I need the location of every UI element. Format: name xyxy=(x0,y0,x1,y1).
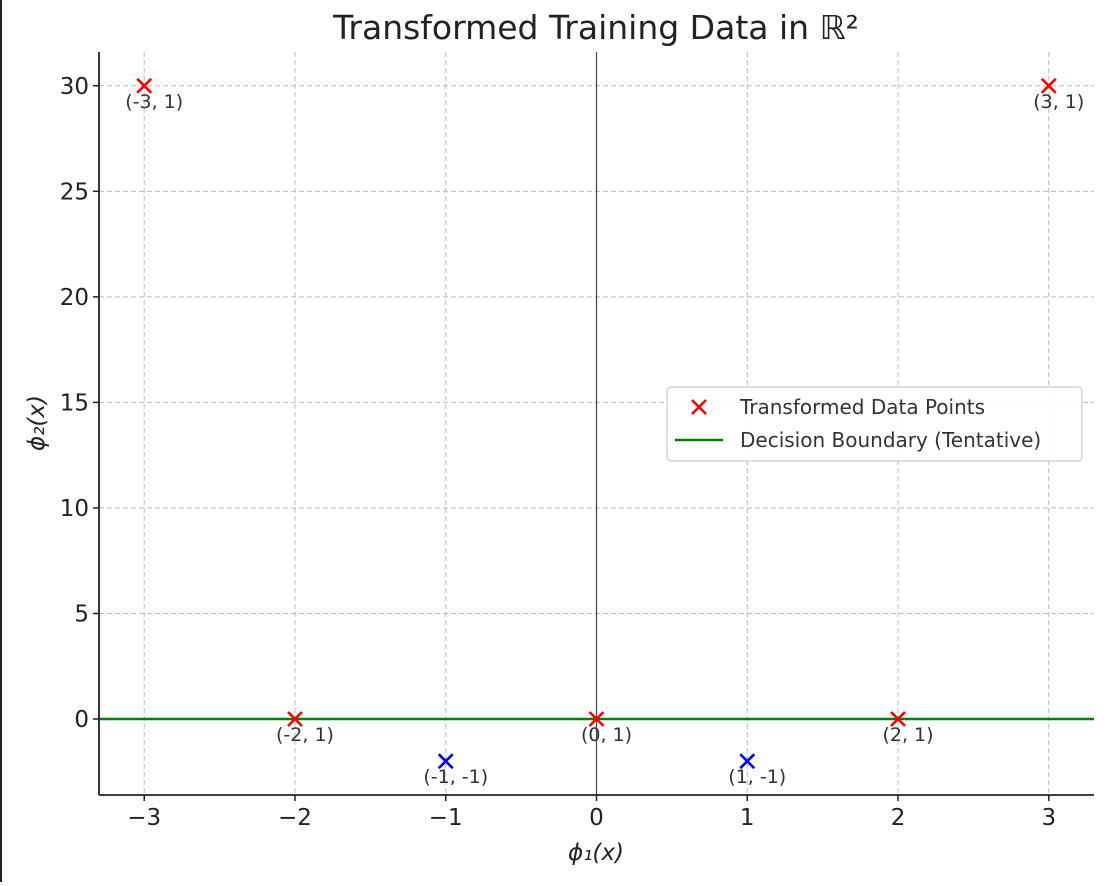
data-point-marker xyxy=(136,77,153,94)
data-point-marker xyxy=(739,753,756,770)
marker-stroke xyxy=(437,753,454,770)
y-tick-label: 20 xyxy=(60,285,89,311)
data-points xyxy=(136,77,1057,770)
x-tick-label: −3 xyxy=(127,805,161,831)
legend-entries: Transformed Data Points Decision Boundary… xyxy=(675,395,1041,452)
legend-marker-x xyxy=(691,399,707,415)
point-label: (0, 1) xyxy=(581,724,632,746)
point-label: (-2, 1) xyxy=(276,724,334,746)
x-tick-label: 0 xyxy=(589,805,604,831)
x-axis-label: ϕ₁(x) xyxy=(568,840,624,866)
legend-label: Decision Boundary (Tentative) xyxy=(740,428,1041,452)
marker-stroke xyxy=(1040,77,1057,94)
point-label: (-1, -1) xyxy=(423,766,488,788)
x-tick-label: 2 xyxy=(891,805,906,831)
y-tick-label: 0 xyxy=(74,707,89,733)
legend: Transformed Data Points Decision Boundary… xyxy=(666,386,1083,462)
marker-stroke xyxy=(136,77,153,94)
x-tick-label: −2 xyxy=(278,805,312,831)
marker-stroke xyxy=(287,711,303,727)
point-labels: (-3, 1) (3, 1) (-2, 1) (0, 1) (2, 1) (-1, -1)… xyxy=(125,91,1084,788)
y-tick-label: 10 xyxy=(60,496,89,522)
marker-stroke xyxy=(890,711,906,727)
data-point-marker xyxy=(890,711,906,727)
x-tick-label: −1 xyxy=(429,805,463,831)
x-tick-label: 1 xyxy=(740,805,755,831)
data-point-marker xyxy=(1040,77,1057,94)
data-point-marker xyxy=(588,711,605,727)
y-tick-label: 30 xyxy=(60,74,89,100)
data-point-marker xyxy=(437,753,454,770)
point-label: (-3, 1) xyxy=(125,91,183,113)
point-label: (3, 1) xyxy=(1033,91,1084,113)
marker-stroke xyxy=(588,711,605,727)
y-axis-label: ϕ₂(x) xyxy=(24,395,50,451)
y-tick-label: 15 xyxy=(60,390,89,416)
legend-box xyxy=(666,386,1083,462)
legend-label: Transformed Data Points xyxy=(739,395,985,419)
point-label: (2, 1) xyxy=(882,724,933,746)
x-tick-label: 3 xyxy=(1041,805,1056,831)
axes xyxy=(93,52,1094,801)
marker-stroke xyxy=(739,753,756,770)
chart-title: Transformed Training Data in ℝ² xyxy=(332,8,859,47)
data-point-marker xyxy=(287,711,303,727)
y-tick-label: 5 xyxy=(74,601,89,627)
point-label: (1, -1) xyxy=(728,766,786,788)
y-tick-label: 25 xyxy=(60,179,89,205)
